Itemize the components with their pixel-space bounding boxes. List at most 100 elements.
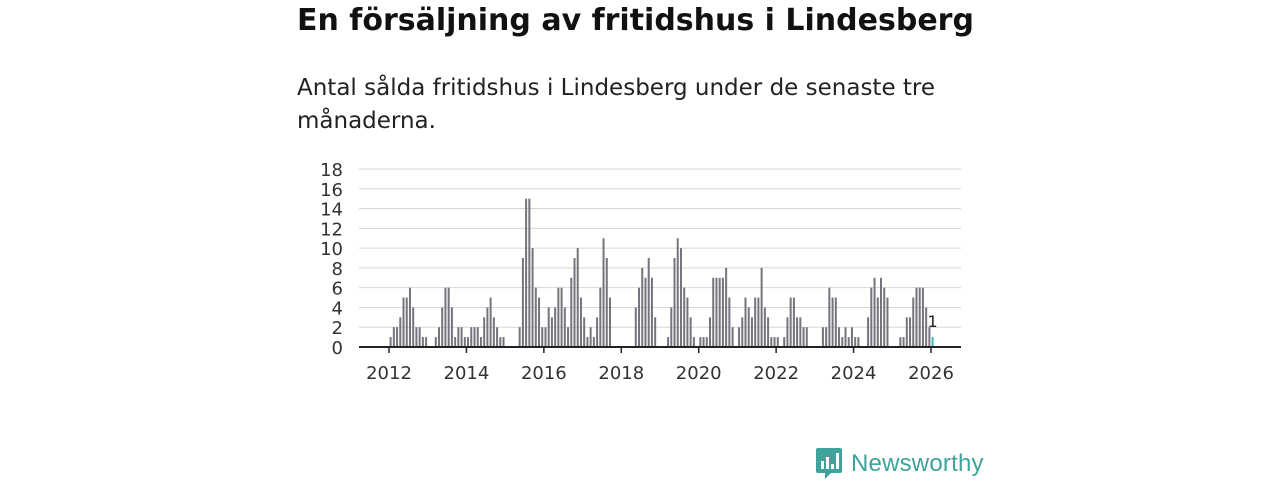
bar xyxy=(867,317,870,347)
bar xyxy=(547,307,550,347)
bar xyxy=(750,317,753,347)
bar xyxy=(463,337,466,347)
bar xyxy=(925,307,928,347)
bar xyxy=(489,297,492,347)
bar xyxy=(786,317,789,347)
y-tick-label: 8 xyxy=(332,259,343,280)
bar xyxy=(608,297,611,347)
bar xyxy=(702,337,705,347)
bar xyxy=(676,238,679,347)
bar xyxy=(825,327,828,347)
bar xyxy=(476,327,479,347)
bar xyxy=(770,337,773,347)
highlight-value-label: 1 xyxy=(928,312,938,331)
y-tick-label: 0 xyxy=(332,338,343,359)
bar xyxy=(776,337,779,347)
x-tick-label: 2020 xyxy=(676,363,722,384)
y-tick-label: 16 xyxy=(320,180,343,201)
bar xyxy=(418,327,421,347)
bar xyxy=(792,297,795,347)
bar xyxy=(879,277,882,347)
bar xyxy=(918,287,921,347)
bar xyxy=(557,287,560,347)
bar xyxy=(534,287,537,347)
bar xyxy=(525,198,528,347)
bar xyxy=(415,327,418,347)
bar xyxy=(605,258,608,347)
bar xyxy=(718,277,721,347)
bar xyxy=(644,277,647,347)
bar xyxy=(886,297,889,347)
y-tick-label: 14 xyxy=(320,200,343,221)
bar xyxy=(821,327,824,347)
bar xyxy=(683,287,686,347)
bar xyxy=(870,287,873,347)
bar xyxy=(841,337,844,347)
bar xyxy=(905,317,908,347)
bar xyxy=(444,287,447,347)
x-tick-label: 2012 xyxy=(366,363,412,384)
bar xyxy=(602,238,605,347)
bar xyxy=(909,317,912,347)
bar xyxy=(599,287,602,347)
bar xyxy=(592,337,595,347)
bar xyxy=(570,277,573,347)
bar xyxy=(712,277,715,347)
bar xyxy=(834,297,837,347)
bar xyxy=(528,198,531,347)
bar xyxy=(899,337,902,347)
bar xyxy=(389,337,392,347)
x-tick-label: 2024 xyxy=(831,363,877,384)
bar xyxy=(638,287,641,347)
y-tick-label: 4 xyxy=(332,298,343,319)
bar xyxy=(757,297,760,347)
bar xyxy=(479,337,482,347)
bar xyxy=(721,277,724,347)
chart-subtitle: Antal sålda fritidshus i Lindesberg unde… xyxy=(297,75,936,134)
bar xyxy=(421,337,424,347)
bar xyxy=(773,337,776,347)
bar-highlight xyxy=(931,337,934,347)
bar xyxy=(847,337,850,347)
bar xyxy=(541,327,544,347)
bar xyxy=(912,297,915,347)
x-axis-ticks: 2012 2014 2016 2018 2020 2022 2024 2026 xyxy=(366,347,954,384)
bar xyxy=(502,337,505,347)
y-tick-label: 6 xyxy=(332,279,343,300)
bar xyxy=(450,307,453,347)
bar xyxy=(467,337,470,347)
bar xyxy=(763,307,766,347)
bar xyxy=(554,307,557,347)
bar xyxy=(563,307,566,347)
bar xyxy=(470,327,473,347)
bar xyxy=(902,337,905,347)
bar xyxy=(789,297,792,347)
bar xyxy=(586,337,589,347)
bar xyxy=(399,317,402,347)
bar xyxy=(492,317,495,347)
bar xyxy=(857,337,860,347)
bar xyxy=(576,248,579,347)
x-tick-label: 2026 xyxy=(908,363,954,384)
grid-lines xyxy=(359,168,961,328)
bar xyxy=(928,327,931,347)
bar xyxy=(728,297,731,347)
bar xyxy=(567,327,570,347)
bar xyxy=(441,307,444,347)
page-title: En försäljning av fritidshus i Lindesber… xyxy=(297,3,974,38)
bar xyxy=(405,297,408,347)
bar xyxy=(460,327,463,347)
newsworthy-brand: Newsworthy xyxy=(815,447,984,481)
bar xyxy=(641,267,644,347)
bar xyxy=(705,337,708,347)
x-tick-label: 2022 xyxy=(753,363,799,384)
bar xyxy=(396,327,399,347)
bar xyxy=(550,317,553,347)
bar xyxy=(425,337,428,347)
bar xyxy=(392,327,395,347)
bar xyxy=(692,337,695,347)
x-tick-label: 2014 xyxy=(444,363,490,384)
bar xyxy=(738,327,741,347)
bar xyxy=(434,337,437,347)
